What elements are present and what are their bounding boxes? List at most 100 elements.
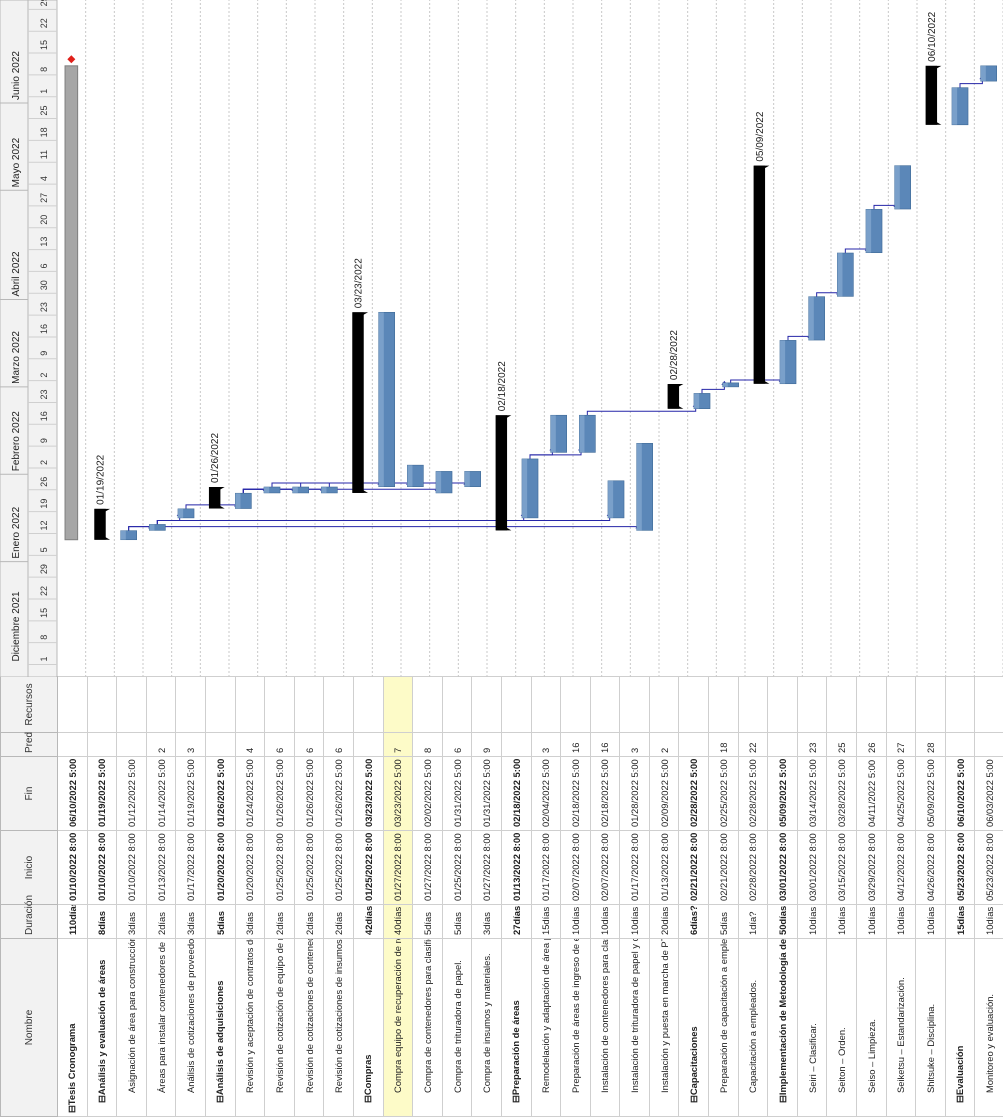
cell-finish: 02/09/2022 5:00 PM (649, 756, 679, 831)
header-start[interactable]: Inicio (0, 830, 58, 905)
table-row[interactable]: Seiketsu – Estandarización. 10días 04/12/2… (886, 676, 916, 1117)
week-label: 20 (39, 215, 49, 225)
week-label: 8 (39, 635, 49, 640)
cell-start: 01/17/2022 8:00 AM (175, 830, 206, 905)
table-row[interactable]: Remodelación y adaptación de área para c… (531, 676, 561, 1117)
header-resources[interactable]: Recursos (0, 676, 58, 733)
cell-name: Seiri – Clasificar. (797, 938, 827, 1117)
task-bar-highlight (235, 493, 241, 509)
table-row[interactable]: Shitsuke – Disciplina. 10días 04/26/2022 8… (915, 676, 946, 1117)
table-row[interactable]: ⊟Análisis y evaluación de áreas 8días 01/1… (87, 676, 117, 1117)
cell-start: 01/10/2022 8:00 AM (116, 830, 147, 905)
cell-pred: 2 (146, 732, 176, 757)
table-row[interactable]: Preparación de capacitación a empleados.… (708, 676, 739, 1117)
cell-finish: 03/14/2022 5:00 PM (797, 756, 827, 831)
summary-bar (94, 508, 106, 540)
cell-duration: 10días (619, 904, 650, 939)
week-label: 15 (39, 40, 49, 50)
cell-duration: 42días (353, 904, 384, 939)
cell-duration: 3días (471, 904, 502, 939)
table-row[interactable]: ⊟Implementación de Metodología de las 5'… (767, 676, 798, 1117)
cell-duration: 5días (708, 904, 739, 939)
cell-finish: 03/28/2022 5:00 PM (826, 756, 857, 831)
table-row[interactable]: ⊟Compras 42días 01/25/2022 8:00 AM 03/23/20… (353, 676, 384, 1117)
cell-finish: 01/26/2022 5:00 PM (294, 756, 324, 831)
table-row[interactable]: Compra de contenedores para clasificació… (412, 676, 443, 1117)
cell-start: 01/13/2022 8:00 AM (146, 830, 176, 905)
task-bar-highlight (837, 253, 843, 297)
cell-name: Preparación de áreas de ingreso de empre… (560, 938, 591, 1117)
cell-duration: 8días (87, 904, 117, 939)
dependency-link (242, 488, 324, 494)
table-row[interactable]: Compra de insumos y materiales. 3días 01/2… (471, 676, 502, 1117)
summary-bar-end-cap (667, 384, 684, 389)
table-row[interactable]: Instalación de contenedores para clasifi… (590, 676, 620, 1117)
summary-finish-date-label: 03/23/2022 (353, 258, 364, 308)
summary-bar-end-cap (208, 487, 225, 492)
cell-finish: 01/28/2022 5:00 PM (619, 756, 650, 831)
cell-finish: 01/19/2022 5:00 PM (87, 756, 117, 831)
table-row[interactable]: Seiso – Limpieza. 10días 03/29/2022 8:00 A… (856, 676, 887, 1117)
cell-pred: 26 (856, 732, 887, 757)
task-bar-highlight (779, 340, 786, 384)
table-row[interactable]: ⊟Capacitaciones 6días? 02/21/2022 8:00 AM 0… (678, 676, 709, 1117)
cell-name: Revisión de cotizaciones de contenedores… (294, 938, 324, 1117)
table-row[interactable]: Análisis de cotizaciones de proveedores.… (175, 676, 206, 1117)
cell-name: Compra equipo de recuperación de refrige… (383, 938, 413, 1117)
table-row[interactable]: Instalación de trituradora de papel y du… (619, 676, 650, 1117)
week-label: 9 (39, 438, 49, 443)
table-row[interactable]: Revisión de cotizaciones de insumos y ma… (323, 676, 354, 1117)
summary-bar (925, 65, 938, 125)
cell-resources (531, 676, 561, 733)
table-row[interactable]: Revisión de cotizaciones de contenedores… (294, 676, 324, 1117)
task-bar-highlight (951, 87, 958, 125)
table-row[interactable]: Compra de trituradora de papel. 5días 01/2… (442, 676, 472, 1117)
summary-bar (753, 165, 766, 384)
header-pred[interactable]: Pred (0, 732, 58, 757)
table-row[interactable]: Monitoreo y evaluación. 10días 05/23/2022 … (974, 676, 1003, 1117)
dependency-link (844, 248, 869, 254)
cell-name: Seiso – Limpieza. (856, 938, 887, 1117)
table-row[interactable]: ⊟Tesis Cronograma 110días? 01/10/2022 8:00… (57, 676, 88, 1117)
table-row[interactable]: ⊟Evaluación 15días 05/23/2022 8:00 AM 06/10… (945, 676, 975, 1117)
task-bar-highlight (894, 165, 900, 210)
table-row[interactable]: Compra equipo de recuperación de refrige… (383, 676, 413, 1117)
table-row[interactable]: Preparación de áreas de ingreso de empre… (560, 676, 591, 1117)
table-row[interactable]: ⊟Análisis de adquisiciones 5días 01/20/202… (205, 676, 236, 1117)
cell-duration: 2días (264, 904, 295, 939)
table-row[interactable]: Seiton – Orden. 10días 03/15/2022 8:00 AM 0… (826, 676, 857, 1117)
cell-pred: 25 (826, 732, 857, 757)
table-row[interactable]: Seiri – Clasificar. 10días 03/01/2022 8:00… (797, 676, 827, 1117)
cell-duration: 5días (412, 904, 443, 939)
cell-finish: 02/18/2022 5:00 PM (501, 756, 531, 831)
summary-finish-date-label: 06/10/2022 (927, 11, 938, 61)
cell-name: Instalación y puesta en marcha de PTAR (649, 938, 679, 1117)
cell-resources (649, 676, 679, 733)
cell-duration: 10días (797, 904, 827, 939)
header-name[interactable]: Nombre (0, 938, 58, 1117)
summary-bar-start-cap (925, 120, 942, 125)
table-row[interactable]: ⊟Preparación de áreas 27días 01/13/2022 8:… (501, 676, 531, 1117)
table-row[interactable]: Revisión y aceptación de contratos de re… (235, 676, 265, 1117)
table-row[interactable]: Revisión de cotización de equipo de recu… (264, 676, 295, 1117)
cell-name: Revisión y aceptación de contratos de re… (235, 938, 265, 1117)
cell-pred: 2 (649, 732, 679, 757)
header-duration[interactable]: Duración (0, 895, 58, 939)
cell-start: 02/21/2022 8:00 AM (678, 830, 709, 905)
task-bar-highlight (693, 393, 700, 409)
summary-bar-end-cap (495, 415, 512, 420)
cell-resources (826, 676, 857, 733)
table-row[interactable]: Capacitación a empleados. 1día? 02/28/2022… (738, 676, 768, 1117)
table-row[interactable]: Áreas para instalar contenedores de reci… (146, 676, 176, 1117)
cell-resources (323, 676, 354, 733)
table-row[interactable]: Instalación y puesta en marcha de PTAR 20… (649, 676, 679, 1117)
cell-resources (471, 676, 502, 733)
cell-resources (294, 676, 324, 733)
summary-bar-end-cap (753, 165, 770, 170)
header-finish[interactable]: Fin (0, 756, 58, 831)
cell-duration: 10días (560, 904, 591, 939)
cell-finish: 02/18/2022 5:00 PM (560, 756, 591, 831)
cell-duration: 3días (116, 904, 147, 939)
cell-resources (678, 676, 709, 733)
table-row[interactable]: Asignación de área para construcción de … (116, 676, 147, 1117)
